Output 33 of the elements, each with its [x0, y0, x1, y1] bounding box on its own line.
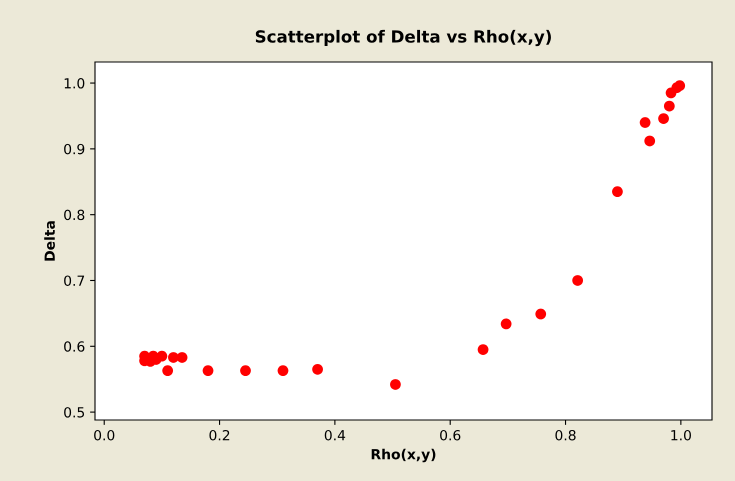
point: [312, 364, 323, 375]
x-tick-label: 1.0: [671, 430, 691, 440]
point: [390, 379, 401, 390]
x-tick-label: 0.2: [209, 430, 230, 440]
point: [640, 117, 650, 128]
point: [202, 365, 214, 376]
point: [478, 344, 488, 355]
point: [644, 136, 656, 146]
y-axis-title: Delta: [44, 221, 55, 261]
y-tick-label: 1.0: [64, 78, 84, 89]
y-tick-label: 0.7: [64, 275, 84, 286]
point: [162, 365, 174, 376]
x-tick-label: 0.6: [440, 430, 460, 440]
point: [658, 113, 669, 124]
point: [278, 365, 288, 376]
y-tick-label: 0.5: [64, 407, 84, 418]
chart-title: Scatterplot of Delta vs Rho(x,y): [256, 30, 551, 46]
x-tick-label: 0.8: [555, 430, 576, 440]
x-tick-label: 0.4: [324, 430, 346, 440]
point: [156, 350, 168, 362]
y-tick-label: 0.8: [64, 210, 84, 220]
x-axis-title: Rho(x,y): [372, 448, 436, 462]
point: [612, 186, 623, 198]
point: [535, 308, 546, 320]
x-tick-label: 0.0: [94, 430, 114, 440]
point: [240, 365, 251, 376]
point: [674, 80, 686, 92]
point: [176, 352, 188, 363]
point: [572, 275, 584, 286]
y-tick-label: 0.9: [64, 144, 84, 154]
point: [500, 318, 512, 330]
point: [664, 100, 675, 112]
y-tick-label: 0.6: [64, 341, 84, 352]
